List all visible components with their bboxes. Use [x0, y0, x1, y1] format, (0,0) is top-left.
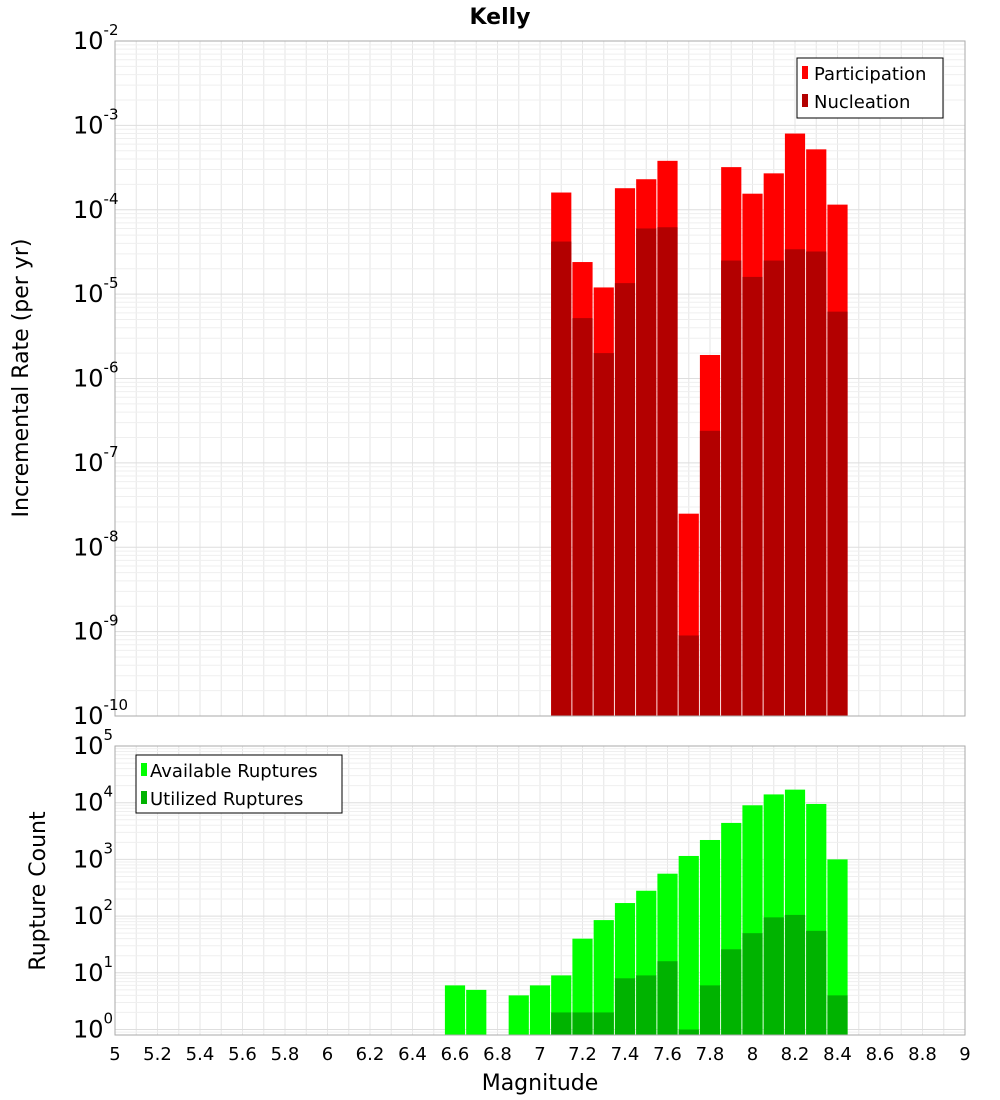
x-tick-label: 5.2: [143, 1044, 172, 1065]
x-tick-label: 8.2: [781, 1044, 810, 1065]
available-ruptures-bar: [529, 985, 551, 1035]
nucleation-bar: [593, 353, 614, 716]
x-tick-label: 6.2: [356, 1044, 385, 1065]
top-plot-frame: [114, 40, 966, 717]
utilized-ruptures-bar: [806, 930, 827, 1035]
x-tick-label: 7.2: [568, 1044, 597, 1065]
bottom-legend: Available Ruptures Utilized Ruptures: [135, 754, 343, 814]
nucleation-bar: [657, 227, 678, 716]
utilized-ruptures-legend-label: Utilized Ruptures: [150, 789, 303, 810]
x-tick-label: 5.8: [271, 1044, 300, 1065]
utilized-ruptures-bar: [763, 917, 784, 1035]
bottom-y-tick-labels: 100 101 102 103 104 105: [73, 726, 113, 1044]
x-tick-label: 8: [747, 1044, 758, 1065]
top-y-tick-label: 10-10: [73, 696, 128, 730]
nucleation-bar: [827, 311, 848, 716]
utilized-ruptures-bar: [614, 978, 636, 1035]
utilized-ruptures-bar: [699, 985, 721, 1035]
bottom-y-axis-label: Rupture Count: [26, 811, 51, 971]
bottom-y-tick-label: 100: [73, 1010, 113, 1044]
bottom-y-tick-label: 101: [73, 953, 113, 987]
utilized-ruptures-bar: [678, 1029, 699, 1035]
available-ruptures-bar: [827, 859, 848, 1035]
nucleation-bar: [742, 276, 763, 716]
top-y-tick-label: 10-4: [73, 190, 119, 224]
nucleation-bar: [614, 283, 636, 716]
x-tick-label: 8.6: [866, 1044, 895, 1065]
nucleation-bar: [699, 430, 721, 716]
top-legend: Participation Nucleation: [796, 57, 944, 119]
x-tick-label: 7.8: [696, 1044, 725, 1065]
top-y-tick-label: 10-9: [73, 612, 119, 646]
x-tick-label: 8.8: [908, 1044, 937, 1065]
utilized-ruptures-bar: [657, 961, 678, 1035]
x-tick-labels: 5 5.2 5.4 5.6 5.8 6 6.2 6.4 6.6 6.8 7 7.2 7.4 7.6 7.8 8…: [109, 1044, 970, 1065]
top-y-tick-label: 10-3: [73, 105, 119, 139]
utilized-ruptures-bar: [636, 975, 657, 1035]
bottom-y-tick-label: 104: [73, 783, 113, 817]
bottom-bars: [444, 789, 848, 1035]
top-bars: [551, 133, 848, 717]
utilized-ruptures-bar: [572, 1012, 593, 1035]
participation-legend-label: Participation: [814, 64, 926, 85]
x-tick-label: 6.6: [441, 1044, 470, 1065]
x-tick-label: 7.6: [653, 1044, 682, 1065]
available-ruptures-legend-label: Available Ruptures: [150, 761, 318, 782]
utilized-ruptures-bar: [551, 1012, 572, 1035]
x-tick-label: 5.4: [186, 1044, 215, 1065]
bottom-y-tick-label: 105: [73, 726, 113, 760]
x-tick-label: 5.6: [228, 1044, 257, 1065]
top-y-tick-label: 10-7: [73, 443, 119, 477]
x-tick-label: 6.8: [483, 1044, 512, 1065]
x-tick-label: 7.4: [611, 1044, 640, 1065]
available-ruptures-legend-swatch: [141, 763, 147, 776]
nucleation-legend-swatch: [802, 94, 808, 107]
x-tick-label: 8.4: [823, 1044, 852, 1065]
nucleation-bar: [636, 228, 657, 716]
available-ruptures-bar: [444, 985, 466, 1035]
participation-legend-swatch: [802, 66, 808, 79]
chart-title: Kelly: [469, 5, 530, 30]
available-ruptures-bar: [572, 938, 593, 1035]
available-ruptures-bar: [678, 855, 699, 1035]
top-y-tick-label: 10-5: [73, 274, 119, 308]
x-axis-label: Magnitude: [482, 1071, 599, 1096]
available-ruptures-bar: [508, 995, 529, 1035]
utilized-ruptures-bar: [721, 949, 742, 1035]
utilized-ruptures-bar: [593, 1012, 614, 1035]
x-tick-label: 6: [322, 1044, 333, 1065]
top-y-tick-labels: 10-10 10-9 10-8 10-7 10-6 10-5 10-4 10-3 10-2: [73, 21, 128, 730]
nucleation-bar: [806, 251, 827, 716]
nucleation-bar: [721, 260, 742, 716]
x-tick-label: 5: [109, 1044, 120, 1065]
nucleation-bar: [551, 241, 572, 717]
nucleation-bar: [784, 249, 806, 716]
bottom-y-tick-label: 102: [73, 896, 113, 930]
top-y-axis-label: Incremental Rate (per yr): [9, 239, 34, 518]
utilized-ruptures-bar: [742, 933, 763, 1035]
utilized-ruptures-legend-swatch: [141, 791, 147, 804]
bottom-y-tick-label: 103: [73, 839, 113, 873]
x-tick-label: 7: [534, 1044, 545, 1065]
utilized-ruptures-bar: [827, 995, 848, 1035]
x-tick-label: 6.4: [398, 1044, 427, 1065]
top-y-tick-label: 10-8: [73, 527, 119, 561]
top-legend-box: [796, 57, 944, 119]
top-y-tick-label: 10-2: [73, 21, 119, 55]
nucleation-legend-label: Nucleation: [814, 92, 910, 113]
x-tick-label: 9: [959, 1044, 970, 1065]
nucleation-bar: [678, 635, 699, 716]
available-ruptures-bar: [593, 920, 614, 1035]
utilized-ruptures-bar: [784, 914, 806, 1035]
available-ruptures-bar: [466, 989, 487, 1035]
nucleation-bar: [763, 260, 784, 716]
nucleation-bar: [572, 318, 593, 716]
bottom-legend-box: [135, 754, 343, 814]
top-y-tick-label: 10-6: [73, 359, 119, 393]
bottom-plot-frame: [114, 745, 966, 1036]
